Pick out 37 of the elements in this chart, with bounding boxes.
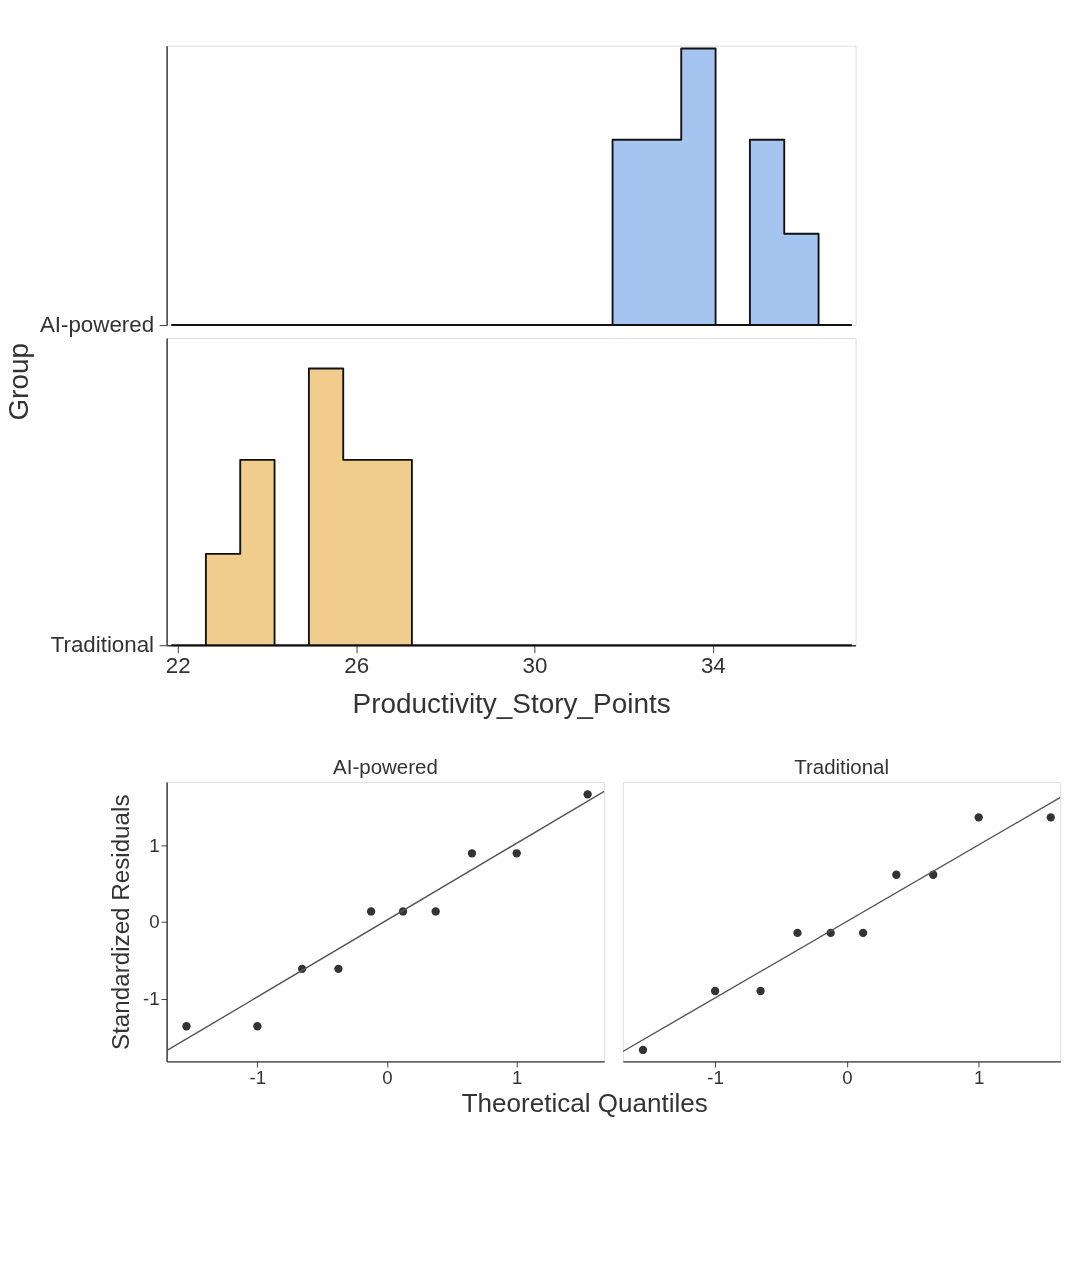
point [366,907,376,916]
y-axis-title: Standardized Residuals [107,794,135,1050]
point [710,986,720,996]
point [1046,813,1055,822]
text: Traditional [50,632,155,658]
point [431,907,440,916]
x-axis-title: Theoretical Quantiles [461,1088,708,1119]
x-tick-label: 0 [382,1067,393,1089]
point [793,928,802,938]
y-axis-title: Group [2,342,34,421]
point [756,986,765,996]
x-tick-label: 26 [344,652,370,678]
point [334,964,343,973]
x-tick-label: -1 [707,1067,724,1089]
point [512,849,521,858]
y-tick-label: 0 [149,911,160,933]
point [467,849,477,858]
point [858,928,868,938]
point [974,813,983,822]
point [253,1022,262,1031]
point [892,870,901,879]
point [638,1045,648,1055]
chart-title: Traditional [794,754,890,778]
x-tick-label: 30 [522,652,548,678]
chart-title: AI-powered [333,754,438,778]
x-tick-label: 22 [165,652,191,678]
point [182,1022,191,1031]
x-tick-label: 0 [842,1067,853,1089]
text: AI-powered [39,311,155,337]
point [583,790,592,799]
y-tick-label: -1 [143,987,160,1009]
y-tick-label: 1 [149,834,160,856]
x-tick-label: 34 [700,652,726,678]
x-tick-label: 1 [973,1067,985,1089]
x-axis-title: Productivity_Story_Points [352,687,671,719]
x-tick-label: 1 [511,1067,523,1089]
x-tick-label: -1 [249,1067,267,1089]
